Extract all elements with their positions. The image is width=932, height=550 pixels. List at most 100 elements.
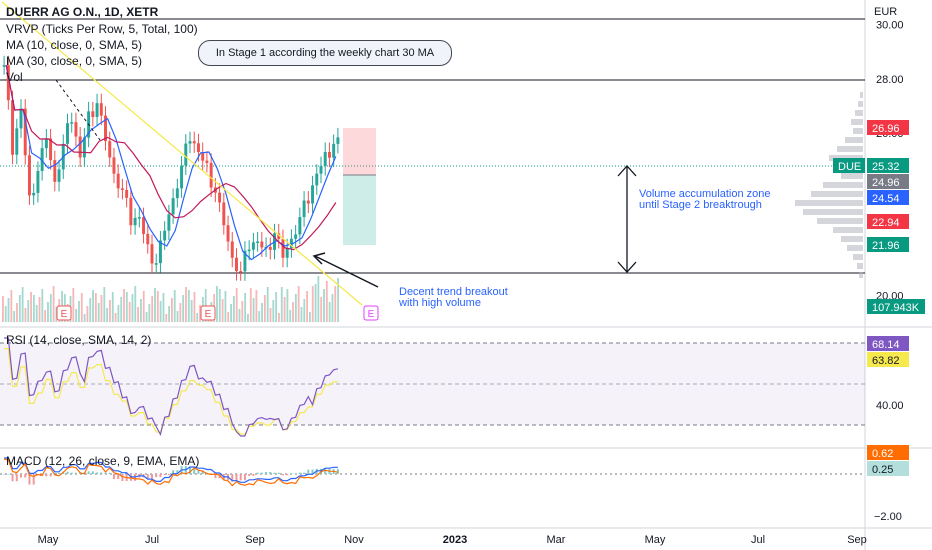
indicator-ma30-label[interactable]: MA (30, close, 0, SMA, 5) [6, 54, 143, 68]
volume-bar [244, 293, 247, 322]
volume-profile-bar [855, 110, 863, 116]
candle-body [163, 230, 167, 241]
candle-body [154, 263, 158, 265]
volume-bar [196, 313, 199, 322]
time-tick: Jul [145, 534, 159, 546]
macd-histogram-bar [3, 474, 6, 475]
macd-histogram-bar [235, 474, 238, 482]
macd-label[interactable]: MACD (12, 26, close, 9, EMA, EMA) [6, 454, 200, 468]
currency-label: EUR [874, 6, 897, 18]
candle-body [167, 214, 171, 231]
downtrend-line [1, 1, 363, 306]
volume-bar [300, 307, 303, 322]
macd-histogram-bar [20, 474, 23, 478]
volume-bar [168, 306, 170, 322]
candle-body [209, 162, 213, 188]
volume-profile-bar [847, 245, 863, 251]
earnings-marker: E [56, 305, 72, 321]
indicator-vrvp-label[interactable]: VRVP (Ticks Per Row, 5, Total, 100) [6, 22, 198, 36]
volume-bar [224, 291, 227, 322]
volume-bar [2, 296, 4, 322]
candle-body [112, 157, 116, 174]
price-tick: 28.00 [876, 74, 904, 86]
volume-profile-bar [857, 263, 863, 269]
macd-histogram-bar [265, 472, 268, 474]
macd-histogram-bar [74, 472, 77, 474]
indicator-vol-label[interactable]: Vol [6, 70, 23, 84]
volume-bar [292, 302, 294, 322]
candle-body [70, 122, 74, 124]
volume-bar [297, 286, 300, 322]
price-badge-text: 22.94 [872, 217, 900, 229]
earnings-marker-text: E [61, 309, 68, 320]
candle-body [19, 108, 23, 129]
volume-bar [309, 312, 311, 322]
candle-body [311, 185, 315, 204]
macd-histogram-bar [307, 469, 310, 474]
volume-bar [47, 302, 49, 322]
macd-histogram-bar [167, 474, 170, 476]
volume-profile-bar [841, 236, 863, 242]
candle-body [298, 217, 302, 235]
volume-bar [92, 290, 94, 322]
candle-body [95, 103, 99, 118]
candle-body [188, 141, 192, 144]
volume-bar [323, 289, 325, 322]
candle-body [332, 143, 336, 158]
rsi-band [0, 343, 865, 425]
macd-histogram-bar [243, 474, 246, 481]
volume-bar [103, 287, 106, 322]
candle-body [120, 188, 124, 190]
earnings-marker-text: E [368, 309, 375, 320]
candle-body [125, 189, 129, 198]
volume-bar [266, 287, 269, 322]
volume-bar [165, 314, 168, 322]
volume-profile-bar [845, 137, 863, 143]
macd-histogram-bar [66, 471, 69, 474]
macd-histogram-bar [336, 469, 339, 474]
volume-bar [185, 287, 187, 322]
volume-bar [35, 305, 38, 322]
volume-bar [176, 311, 179, 322]
macd-histogram-bar [193, 466, 196, 474]
candle-body [129, 197, 133, 226]
symbol-title[interactable]: DUERR AG O.N., 1D, XETR [6, 5, 159, 19]
candle-body [133, 217, 137, 226]
volume-bar [140, 299, 142, 322]
volume-bar [10, 290, 13, 322]
candle-body [184, 143, 188, 166]
volume-bar [235, 288, 238, 322]
rsi-label[interactable]: RSI (14, close, SMA, 14, 2) [6, 333, 152, 347]
volume-bar [7, 298, 10, 322]
rsi-badge [867, 336, 909, 351]
macd-histogram-bar [176, 470, 179, 474]
price-badge-text: 107.943K [872, 302, 920, 314]
volume-bar [328, 302, 331, 322]
zone-arrow-head-top [617, 165, 637, 177]
volume-bar [24, 308, 27, 322]
volume-bar [142, 291, 145, 322]
candle-body [36, 170, 40, 193]
volume-bar [72, 288, 75, 322]
macd-histogram-bar [214, 474, 217, 479]
macd-histogram-bar [290, 473, 293, 474]
macd-histogram-bar [121, 474, 124, 482]
indicator-ma10-label[interactable]: MA (10, close, 0, SMA, 5) [6, 38, 143, 52]
time-tick: May [38, 534, 59, 546]
price-badge-text: 24.54 [872, 193, 900, 205]
macd-signal-badge [867, 461, 909, 476]
volume-bar [249, 288, 252, 322]
candle-body [142, 217, 146, 234]
rsi-badge-text: 68.14 [872, 339, 900, 351]
volume-bar [337, 278, 339, 322]
volume-bar [111, 292, 114, 322]
breakout-annotation-line1: Decent trend breakout [399, 286, 508, 298]
volume-bar [75, 309, 78, 322]
candle-body [230, 241, 234, 258]
volume-bar [334, 286, 337, 322]
macd-histogram-bar [298, 472, 301, 474]
volume-bar [294, 294, 297, 322]
time-tick: Mar [547, 534, 566, 546]
volume-profile-bar [853, 128, 863, 134]
